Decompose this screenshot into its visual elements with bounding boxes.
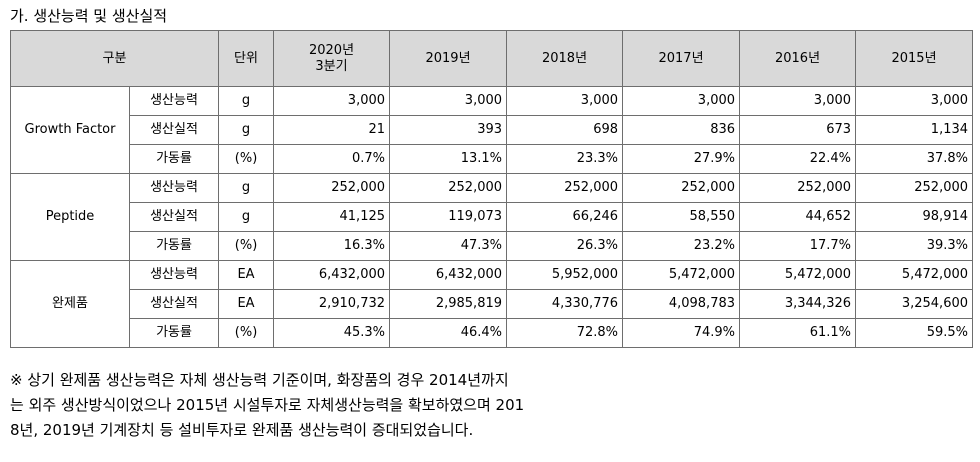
unit-cell: (%) [218,318,275,348]
value-cell: 59.5% [855,318,974,348]
header-unit: 단위 [218,30,275,87]
value-cell: 21 [273,115,391,145]
value-cell: 3,000 [273,86,391,116]
production-table: 구분 단위 2020년 3분기 2019년 2018년 2017년 2016년 … [9,30,974,348]
group-label: Peptide [10,173,130,261]
value-cell: 13.1% [389,144,508,174]
value-cell: 23.2% [622,231,741,261]
value-cell: 46.4% [389,318,508,348]
table-row: 가동률 (%) 45.3% 46.4% 72.8% 74.9% 61.1% 59.5% [11,318,974,348]
group-label: Growth Factor [10,86,130,174]
table-row: Growth Factor 생산능력 g 3,000 3,000 3,000 3,000 3,… [10,86,974,174]
value-cell: 58,550 [622,202,741,232]
value-cell: 5,952,000 [506,260,624,290]
item-label: 가동률 [128,318,220,348]
value-cell: 2,910,732 [273,289,391,319]
value-cell: 393 [389,115,508,145]
unit-cell: (%) [218,144,275,174]
item-label: 생산실적 [128,115,220,145]
unit-cell: g [218,115,275,145]
value-cell: 252,000 [273,173,391,203]
item-label: 생산능력 [128,260,220,290]
table-row: 생산실적 g 21 393 698 836 673 1,134 [11,115,974,145]
value-cell: 2,985,819 [389,289,508,319]
table-row: 생산실적 EA 2,910,732 2,985,819 4,330,776 4,098,7… [11,289,974,319]
value-cell: 5,472,000 [622,260,741,290]
value-cell: 3,254,600 [855,289,974,319]
value-cell: 27.9% [622,144,741,174]
unit-cell: EA [218,260,275,290]
header-year: 2019년 [389,30,508,87]
value-cell: 4,330,776 [506,289,624,319]
value-cell: 72.8% [506,318,624,348]
value-cell: 4,098,783 [622,289,741,319]
header-year-2020: 2020년 3분기 [273,30,391,87]
value-cell: 252,000 [855,173,974,203]
value-cell: 5,472,000 [855,260,974,290]
value-cell: 74.9% [622,318,741,348]
header-year: 2015년 [855,30,974,87]
header-category: 구분 [9,30,220,87]
header-year: 2017년 [622,30,741,87]
value-cell: 98,914 [855,202,974,232]
value-cell: 252,000 [389,173,508,203]
value-cell: 45.3% [273,318,391,348]
item-label: 생산실적 [128,202,220,232]
value-cell: 5,472,000 [739,260,857,290]
item-label: 생산능력 [128,86,220,116]
value-cell: 3,344,326 [739,289,857,319]
value-cell: 0.7% [273,144,391,174]
table-row: 완제품 생산능력 EA 6,432,000 6,432,000 5,952,000 5,47… [10,260,974,348]
table-row: 가동률 (%) 0.7% 13.1% 23.3% 27.9% 22.4% 37.8% [11,144,974,174]
value-cell: 22.4% [739,144,857,174]
footnote: ※ 상기 완제품 생산능력은 자체 생산능력 기준이며, 화장품의 경우 201… [10,368,970,443]
value-cell: 252,000 [739,173,857,203]
footnote-line: 8년, 2019년 기계장치 등 설비투자로 완제품 생산능력이 증대되었습니다… [10,421,474,439]
value-cell: 17.7% [739,231,857,261]
value-cell: 252,000 [506,173,624,203]
value-cell: 836 [622,115,741,145]
group-label: 완제품 [10,260,130,348]
item-label: 생산실적 [128,289,220,319]
value-cell: 1,134 [855,115,974,145]
table-row: 생산실적 g 41,125 119,073 66,246 58,550 44,652 98,9… [11,202,974,232]
item-label: 가동률 [128,144,220,174]
value-cell: 61.1% [739,318,857,348]
value-cell: 3,000 [739,86,857,116]
value-cell: 26.3% [506,231,624,261]
value-cell: 37.8% [855,144,974,174]
unit-cell: g [218,202,275,232]
value-cell: 6,432,000 [273,260,391,290]
value-cell: 3,000 [389,86,508,116]
section-title: 가. 생산능력 및 생산실적 [10,7,168,25]
footnote-line: 는 외주 생산방식이었으나 2015년 시설투자로 자체생산능력을 확보하였으며… [10,396,525,414]
value-cell: 39.3% [855,231,974,261]
unit-cell: (%) [218,231,275,261]
header-row: 구분 단위 2020년 3분기 2019년 2018년 2017년 2016년 … [9,30,974,87]
item-label: 생산능력 [128,173,220,203]
value-cell: 23.3% [506,144,624,174]
header-year: 2018년 [506,30,624,87]
value-cell: 673 [739,115,857,145]
header-year: 2016년 [739,30,857,87]
value-cell: 3,000 [506,86,624,116]
value-cell: 698 [506,115,624,145]
footnote-line: ※ 상기 완제품 생산능력은 자체 생산능력 기준이며, 화장품의 경우 201… [10,371,509,389]
value-cell: 3,000 [855,86,974,116]
item-label: 가동률 [128,231,220,261]
value-cell: 16.3% [273,231,391,261]
value-cell: 119,073 [389,202,508,232]
table-row: Peptide 생산능력 g 252,000 252,000 252,000 252,000… [10,173,974,261]
unit-cell: g [218,86,275,116]
value-cell: 47.3% [389,231,508,261]
value-cell: 6,432,000 [389,260,508,290]
value-cell: 3,000 [622,86,741,116]
unit-cell: EA [218,289,275,319]
value-cell: 41,125 [273,202,391,232]
table-row: 가동률 (%) 16.3% 47.3% 26.3% 23.2% 17.7% 39.3% [11,231,974,261]
value-cell: 66,246 [506,202,624,232]
unit-cell: g [218,173,275,203]
value-cell: 44,652 [739,202,857,232]
value-cell: 252,000 [622,173,741,203]
